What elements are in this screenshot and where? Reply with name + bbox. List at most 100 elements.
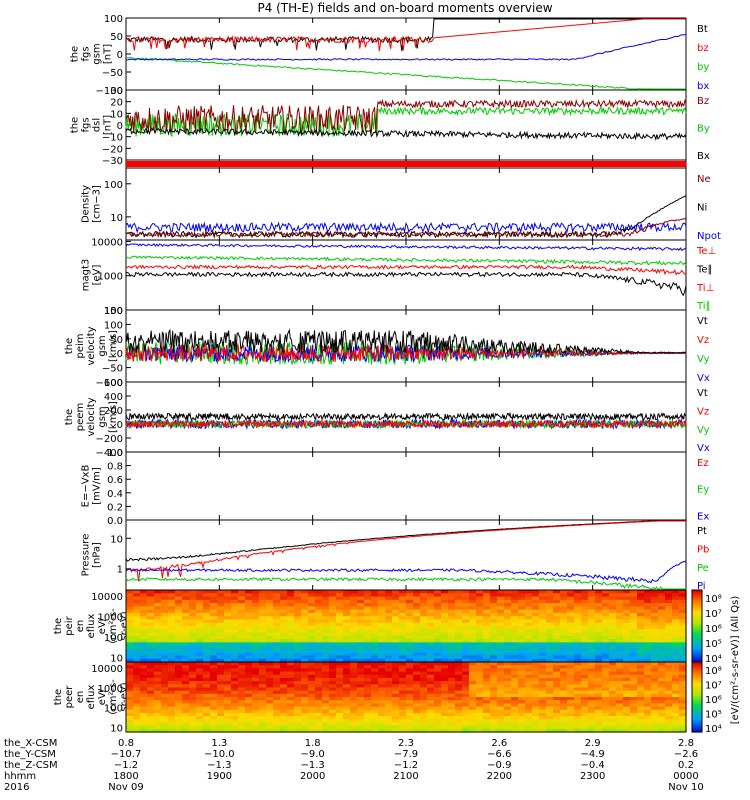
spectrogram-cell	[609, 596, 617, 601]
spectrogram-cell	[546, 596, 554, 601]
spectrogram-cell	[350, 709, 358, 714]
spectrogram-cell	[560, 648, 568, 653]
spectrogram-cell	[455, 684, 463, 689]
spectrogram-cell	[616, 697, 624, 701]
spectrogram-cell	[196, 655, 204, 660]
spectrogram-cell	[378, 697, 386, 701]
spectrogram-cell	[154, 609, 162, 614]
spectrogram-cell	[273, 593, 281, 598]
spectrogram-cell	[546, 709, 554, 714]
spectrogram-cell	[329, 697, 337, 701]
spectrogram-cell	[476, 616, 484, 621]
spectrogram-cell	[581, 642, 589, 647]
spectrogram-cell	[294, 639, 302, 643]
spectrogram-cell	[329, 693, 337, 698]
x-tick-label: Nov 10	[668, 782, 703, 793]
colorbar-cell	[692, 606, 702, 609]
spectrogram-cell	[588, 648, 596, 653]
spectrogram-cell	[448, 716, 456, 720]
spectrogram-cell	[651, 622, 659, 627]
spectrogram-cell	[427, 690, 435, 695]
spectrogram-cell	[182, 642, 190, 647]
spectrogram-cell	[140, 648, 148, 653]
spectrogram-cell	[392, 722, 400, 727]
spectrogram-cell	[161, 590, 169, 594]
spectrogram-cell	[497, 626, 505, 630]
legend-label: Ni	[697, 203, 707, 214]
spectrogram-cell	[532, 652, 540, 657]
spectrogram-cell	[574, 619, 582, 624]
y-tick-label: −10	[102, 133, 123, 144]
y-axis-label: the	[64, 409, 75, 425]
spectrogram-cell	[133, 622, 141, 627]
spectrogram-cell	[399, 626, 407, 630]
spectrogram-cell	[189, 684, 197, 689]
legend-label: Bz	[697, 96, 709, 107]
spectrogram-cell	[518, 606, 526, 611]
spectrogram-cell	[651, 626, 659, 630]
spectrogram-cell	[189, 652, 197, 657]
spectrogram-cell	[525, 655, 533, 660]
spectrogram-cell	[322, 609, 330, 614]
spectrogram-cell	[448, 693, 456, 698]
spectrogram-cell	[420, 671, 428, 676]
spectrogram-cell	[588, 712, 596, 717]
spectrogram-cell	[420, 635, 428, 640]
spectrogram-cell	[672, 690, 680, 695]
spectrogram-cell	[609, 665, 617, 669]
spectrogram-cell	[252, 703, 260, 708]
spectrogram-cell	[623, 668, 631, 673]
spectrogram-cell	[504, 648, 512, 653]
legend-label: Pi	[697, 581, 706, 592]
spectrogram-cell	[602, 706, 610, 711]
spectrogram-cell	[343, 645, 351, 650]
spectrogram-cell	[651, 593, 659, 598]
spectrogram-cell	[357, 706, 365, 711]
spectrogram-cell	[343, 687, 351, 692]
spectrogram-cell	[133, 697, 141, 701]
spectrogram-cell	[392, 619, 400, 624]
spectrogram-cell	[406, 716, 414, 720]
spectrogram-cell	[371, 674, 379, 679]
spectrogram-cell	[581, 596, 589, 601]
spectrogram-cell	[203, 662, 211, 666]
colorbar-cell	[692, 674, 702, 677]
spectrogram-cell	[406, 658, 414, 663]
spectrogram-cell	[455, 599, 463, 604]
spectrogram-cell	[518, 722, 526, 727]
spectrogram-cell	[175, 603, 183, 607]
spectrogram-cell	[364, 593, 372, 598]
spectrogram-cell	[651, 687, 659, 692]
spectrogram-cell	[154, 706, 162, 711]
spectrogram-cell	[448, 703, 456, 708]
spectrogram-cell	[203, 635, 211, 640]
spectrogram-cell	[147, 728, 155, 733]
spectrogram-cell	[203, 599, 211, 604]
legend-label: Bt	[697, 24, 708, 35]
spectrogram-cell	[294, 596, 302, 601]
spectrogram-cell	[196, 722, 204, 727]
spectrogram-cell	[133, 665, 141, 669]
spectrogram-cell	[462, 632, 470, 637]
spectrogram-cell	[385, 677, 393, 682]
spectrogram-cell	[560, 687, 568, 692]
spectrogram-cell	[476, 690, 484, 695]
spectrogram-cell	[630, 629, 638, 634]
spectrogram-cell	[483, 674, 491, 679]
spectrogram-cell	[161, 619, 169, 624]
spectrogram-cell	[371, 693, 379, 698]
spectrogram-cell	[567, 619, 575, 624]
spectrogram-cell	[588, 612, 596, 617]
spectrogram-cell	[504, 603, 512, 607]
spectrogram-cell	[245, 609, 253, 614]
spectrogram-cell	[287, 722, 295, 727]
spectrogram-cell	[308, 719, 316, 724]
spectrogram-cell	[504, 658, 512, 663]
spectrogram-cell	[595, 665, 603, 669]
spectrogram-cell	[609, 612, 617, 617]
spectrogram-cell	[574, 690, 582, 695]
colorbar-cell	[692, 602, 702, 605]
spectrogram-cell	[616, 642, 624, 647]
spectrogram-cell	[623, 690, 631, 695]
